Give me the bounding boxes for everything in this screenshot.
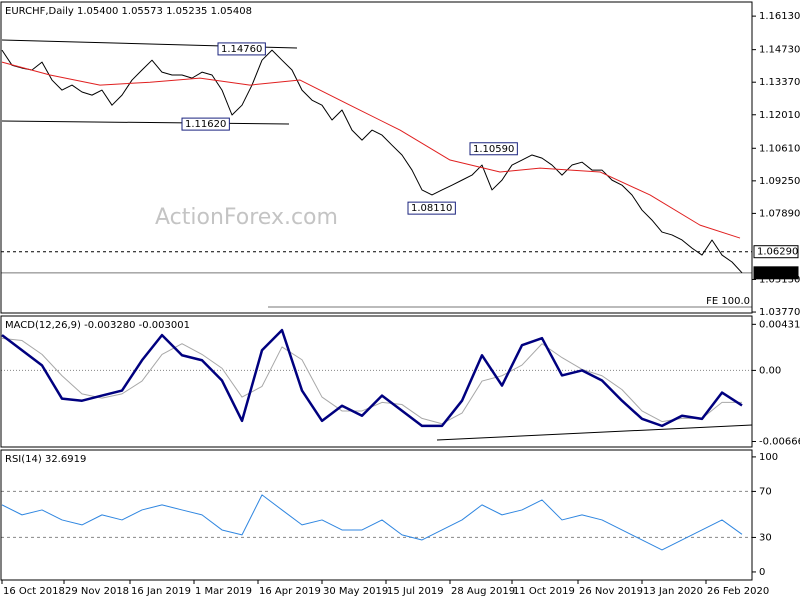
x-tick-label: 11 Oct 2019 [513, 586, 575, 597]
annotation-label: 1.08110 [411, 203, 452, 214]
y-tick-label: 0.00 [759, 365, 781, 376]
annotation-label: 1.10590 [473, 144, 514, 155]
y-tick-label: 1.09250 [759, 176, 800, 187]
x-tick-label: 29 Nov 2018 [65, 586, 129, 597]
y-tick-label: 1.16130 [759, 11, 800, 22]
x-tick-label: 16 Apr 2019 [259, 586, 321, 597]
plot-area [1, 490, 752, 551]
level-label: 1.06290 [757, 247, 798, 258]
series-line [1, 49, 743, 274]
panel-frame [0, 449, 753, 581]
series-line [1, 61, 741, 239]
series-line [1, 328, 743, 428]
series-line [1, 494, 743, 551]
y-tick-label: 1.14730 [759, 45, 800, 56]
panel-title: EURCHF,Daily 1.05400 1.05573 1.05235 1.0… [5, 6, 252, 17]
y-tick-label: 1.12010 [759, 110, 800, 121]
annotation-label: 1.11620 [185, 119, 226, 130]
plot-area [1, 328, 752, 428]
panel-title: RSI(14) 32.6919 [5, 454, 86, 465]
panel-frame [0, 315, 753, 448]
x-tick-label: 15 Jul 2019 [387, 586, 444, 597]
annotation-box [181, 117, 230, 131]
annotation-label: 1.14760 [221, 44, 262, 55]
trend-line [1, 120, 290, 125]
y-tick-label: 1.05130 [759, 274, 800, 285]
y-tick-label: 1.03770 [759, 307, 800, 318]
trend-line [436, 424, 753, 441]
x-tick-label: 13 Jan 2020 [643, 586, 703, 597]
y-tick-label: 0 [759, 567, 765, 578]
panel-title: MACD(12,26,9) -0.003280 -0.003001 [5, 320, 190, 331]
y-tick-label: 1.13370 [759, 77, 800, 88]
y-tick-label: 30 [759, 532, 772, 543]
annotation-box [469, 142, 518, 156]
x-tick-label: 1 Mar 2019 [195, 586, 252, 597]
x-tick-label: 30 May 2019 [323, 586, 388, 597]
y-tick-label: 1.07890 [759, 208, 800, 219]
level-label: 1.05408 [757, 268, 798, 279]
y-tick-label: -0.006663 [759, 436, 800, 447]
y-tick-label: 70 [759, 486, 772, 497]
y-tick-label: 0.004319 [759, 319, 800, 330]
level-label-box [753, 266, 799, 280]
annotation-box [217, 42, 266, 56]
level-label: FE 100.0 [706, 296, 750, 307]
x-tick-label: 26 Nov 2019 [579, 586, 643, 597]
x-tick-label: 26 Feb 2020 [707, 586, 769, 597]
x-tick-label: 16 Oct 2018 [3, 586, 65, 597]
y-tick-label: 100 [759, 452, 778, 463]
level-label-box [753, 245, 799, 259]
panel-frame [0, 1, 753, 314]
plot-area [1, 49, 752, 308]
annotation-box [407, 201, 456, 215]
x-tick-label: 28 Aug 2019 [451, 586, 515, 597]
x-tick-label: 16 Jan 2019 [131, 586, 191, 597]
watermark: ActionForex.com [155, 205, 338, 230]
y-tick-label: 1.10610 [759, 143, 800, 154]
